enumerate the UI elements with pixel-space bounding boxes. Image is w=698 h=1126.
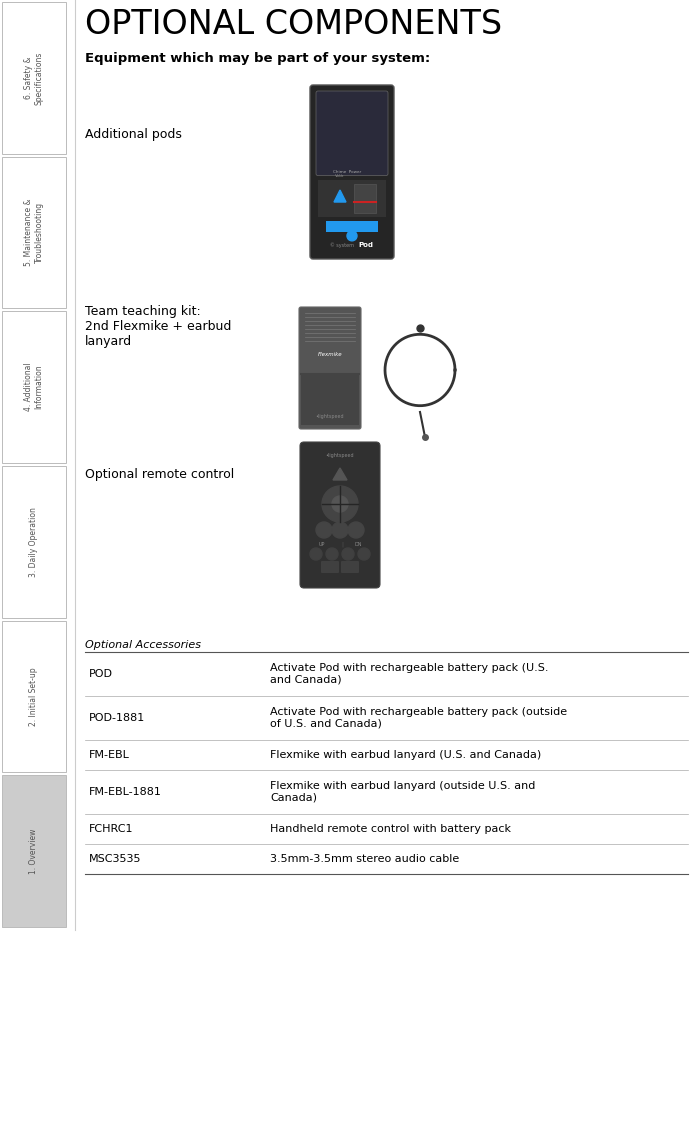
FancyBboxPatch shape xyxy=(300,443,380,588)
FancyBboxPatch shape xyxy=(316,91,388,176)
Text: •lightspeed: •lightspeed xyxy=(315,414,344,419)
Bar xyxy=(2,157,66,309)
Circle shape xyxy=(326,548,338,560)
Circle shape xyxy=(310,548,322,560)
Text: Handheld remote control with battery pack: Handheld remote control with battery pac… xyxy=(270,824,511,834)
Text: 3. Daily Operation: 3. Daily Operation xyxy=(29,507,38,577)
Bar xyxy=(301,374,359,425)
Text: FCHRC1: FCHRC1 xyxy=(89,824,133,834)
Text: Flexmike: Flexmike xyxy=(318,351,342,357)
Circle shape xyxy=(347,231,357,241)
Text: Flexmike with earbud lanyard (U.S. and Canada): Flexmike with earbud lanyard (U.S. and C… xyxy=(270,750,541,760)
Circle shape xyxy=(316,522,332,538)
Text: Flexmike with earbud lanyard (outside U.S. and
Canada): Flexmike with earbud lanyard (outside U.… xyxy=(270,781,535,803)
Text: OPTIONAL COMPONENTS: OPTIONAL COMPONENTS xyxy=(85,8,502,41)
Circle shape xyxy=(332,522,348,538)
Text: |: | xyxy=(341,542,343,547)
Text: FM-EBL: FM-EBL xyxy=(89,750,130,760)
Bar xyxy=(2,620,66,772)
Text: 5. Maintenance &
Troubleshooting: 5. Maintenance & Troubleshooting xyxy=(24,199,44,266)
Bar xyxy=(2,311,66,463)
Text: POD-1881: POD-1881 xyxy=(89,713,145,723)
Polygon shape xyxy=(333,468,347,480)
Text: POD: POD xyxy=(89,669,113,679)
FancyBboxPatch shape xyxy=(341,561,359,573)
Text: •lightspeed: •lightspeed xyxy=(326,454,355,458)
Text: FM-EBL-1881: FM-EBL-1881 xyxy=(89,787,162,797)
Text: Team teaching kit:
2nd Flexmike + earbud
lanyard: Team teaching kit: 2nd Flexmike + earbud… xyxy=(85,305,231,348)
Bar xyxy=(2,2,66,153)
Text: 3.5mm-3.5mm stereo audio cable: 3.5mm-3.5mm stereo audio cable xyxy=(270,854,459,864)
Text: Vol/▸: Vol/▸ xyxy=(335,175,345,178)
Bar xyxy=(326,221,378,232)
Polygon shape xyxy=(334,190,346,202)
Text: 4. Additional
Information: 4. Additional Information xyxy=(24,363,44,411)
Text: Optional remote control: Optional remote control xyxy=(85,468,235,481)
FancyBboxPatch shape xyxy=(299,307,361,429)
Text: 6. Safety &
Specifications: 6. Safety & Specifications xyxy=(24,51,44,105)
Text: © system: © system xyxy=(330,242,354,248)
Circle shape xyxy=(358,548,370,560)
Bar xyxy=(354,185,376,213)
Text: Pod: Pod xyxy=(359,242,373,248)
Text: Additional pods: Additional pods xyxy=(85,128,182,141)
Circle shape xyxy=(322,486,358,522)
Text: UP: UP xyxy=(319,542,325,546)
Text: 2. Initial Set-up: 2. Initial Set-up xyxy=(29,668,38,726)
Bar xyxy=(2,466,66,618)
Text: 1. Overview: 1. Overview xyxy=(29,829,38,874)
Bar xyxy=(2,776,66,927)
Text: Activate Pod with rechargeable battery pack (U.S.
and Canada): Activate Pod with rechargeable battery p… xyxy=(270,663,549,685)
Text: Chime  Power: Chime Power xyxy=(333,170,361,175)
Text: DN: DN xyxy=(355,542,362,546)
Text: Equipment which may be part of your system:: Equipment which may be part of your syst… xyxy=(85,52,430,65)
Text: Activate Pod with rechargeable battery pack (outside
of U.S. and Canada): Activate Pod with rechargeable battery p… xyxy=(270,707,567,729)
Circle shape xyxy=(348,522,364,538)
Bar xyxy=(318,180,386,217)
FancyBboxPatch shape xyxy=(310,84,394,259)
Text: MSC3535: MSC3535 xyxy=(89,854,142,864)
Circle shape xyxy=(342,548,354,560)
FancyBboxPatch shape xyxy=(321,561,339,573)
Text: Optional Accessories: Optional Accessories xyxy=(85,640,201,650)
Circle shape xyxy=(332,495,348,512)
